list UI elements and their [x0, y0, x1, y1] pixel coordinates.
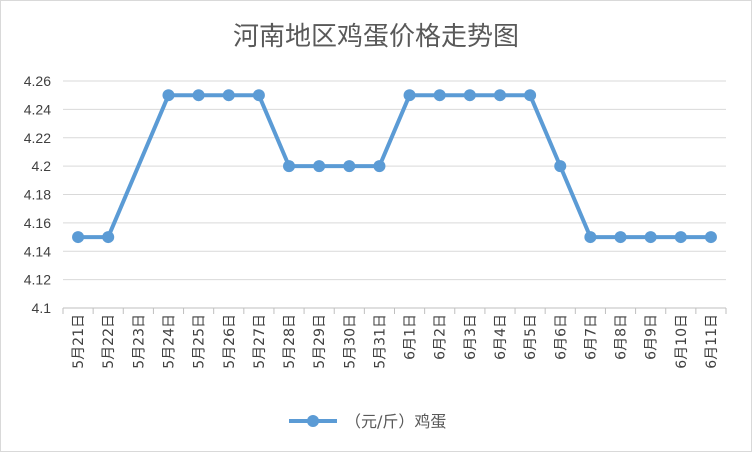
gridlines: [63, 80, 726, 309]
x-tick-label: 5月31日: [372, 314, 388, 369]
series-egg-price: [72, 89, 717, 244]
data-point: [524, 89, 537, 102]
x-tick-label: 5月26日: [222, 314, 238, 369]
data-point: [674, 231, 687, 244]
y-tick-label: 4.2: [32, 158, 52, 174]
legend-label: （元/斤）鸡蛋: [345, 412, 446, 431]
y-tick-label: 4.1: [32, 300, 52, 316]
x-tick-label: 6月1日: [403, 314, 419, 360]
legend: （元/斤）鸡蛋: [289, 412, 446, 431]
x-tick-label: 6月6日: [553, 314, 569, 360]
data-point: [313, 160, 326, 173]
x-tick-label: 5月29日: [312, 314, 328, 369]
x-tick-label: 5月25日: [192, 314, 208, 369]
x-tick-label: 5月21日: [71, 314, 87, 369]
data-point: [614, 231, 627, 244]
x-tick-label: 6月8日: [614, 314, 630, 360]
data-point: [102, 231, 115, 244]
y-tick-label: 4.18: [24, 187, 51, 203]
x-tick-label: 6月9日: [644, 314, 660, 360]
x-tick-label: 6月3日: [463, 314, 479, 360]
data-point: [222, 89, 235, 102]
y-tick-label: 4.12: [24, 272, 51, 288]
x-axis-ticks: 5月21日 5月22日 5月23日 5月24日 5月25日 5月26日 5月27日 5月28日…: [62, 308, 727, 369]
x-tick-label: 6月11日: [704, 314, 720, 369]
x-tick-label: 6月7日: [583, 314, 599, 360]
data-point: [403, 89, 416, 102]
data-point: [162, 89, 175, 102]
y-tick-label: 4.24: [24, 101, 51, 117]
data-point: [72, 231, 85, 244]
y-tick-label: 4.26: [24, 73, 51, 89]
y-tick-label: 4.16: [24, 215, 51, 231]
data-point: [283, 160, 296, 173]
x-tick-label: 5月30日: [342, 314, 358, 369]
x-tick-label: 6月5日: [523, 314, 539, 360]
data-point: [493, 89, 506, 102]
legend-marker: [307, 415, 319, 427]
y-tick-label: 4.14: [24, 243, 51, 259]
data-point: [463, 89, 476, 102]
data-point: [433, 89, 446, 102]
x-tick-label: 6月10日: [674, 314, 690, 369]
y-axis-ticks: 4.1 4.12 4.14 4.16 4.18 4.2 4.22 4.24 4.26: [24, 73, 51, 316]
x-tick-label: 5月27日: [252, 314, 268, 369]
x-tick-label: 5月23日: [131, 314, 147, 369]
y-tick-label: 4.22: [24, 130, 51, 146]
data-point: [554, 160, 567, 173]
data-point: [192, 89, 205, 102]
x-tick-label: 6月4日: [493, 314, 509, 360]
chart-title: 河南地区鸡蛋价格走势图: [233, 22, 519, 52]
data-point: [373, 160, 386, 173]
x-tick-label: 6月2日: [433, 314, 449, 360]
data-point: [252, 89, 265, 102]
data-point: [704, 231, 717, 244]
x-tick-label: 5月22日: [101, 314, 117, 369]
x-tick-label: 5月24日: [161, 314, 177, 369]
data-point: [584, 231, 597, 244]
data-point: [644, 231, 657, 244]
data-point: [343, 160, 356, 173]
x-tick-label: 5月28日: [282, 314, 298, 369]
